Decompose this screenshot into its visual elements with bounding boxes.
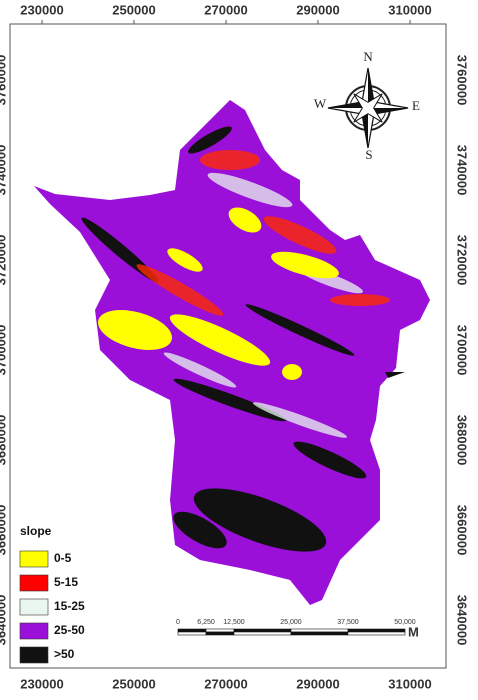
scale-segment — [178, 632, 206, 635]
x-label-bottom: 290000 — [296, 676, 339, 691]
legend-label: 15-25 — [54, 599, 85, 613]
scale-segment — [291, 629, 348, 632]
scale-segment — [348, 632, 405, 635]
scale-segment — [206, 632, 234, 635]
scale-unit: M — [408, 624, 419, 639]
legend-label: 5-15 — [54, 575, 78, 589]
x-label-bottom: 250000 — [112, 676, 155, 691]
x-label-top: 310000 — [388, 2, 431, 17]
scale-label: 12,500 — [223, 619, 245, 626]
legend-swatch — [20, 647, 48, 663]
scale-segment — [178, 629, 206, 632]
y-label-right: 3760000 — [455, 55, 470, 106]
legend-label: 0-5 — [54, 551, 72, 565]
scale-label: 25,000 — [280, 619, 302, 626]
legend-swatch — [20, 575, 48, 591]
scale-segment — [206, 629, 234, 632]
x-label-top: 270000 — [204, 2, 247, 17]
compass-n: N — [363, 49, 373, 64]
compass-s: S — [365, 147, 372, 162]
scale-segment — [234, 632, 291, 635]
compass-e: E — [412, 98, 420, 113]
y-label-right: 3720000 — [455, 235, 470, 286]
y-label-right: 3680000 — [455, 415, 470, 466]
scale-segment — [291, 632, 348, 635]
legend-label: >50 — [54, 647, 75, 661]
scale-label: 0 — [176, 619, 180, 626]
y-label-right: 3640000 — [455, 595, 470, 646]
legend-swatch — [20, 599, 48, 615]
y-label-right: 3740000 — [455, 145, 470, 196]
x-label-bottom: 270000 — [204, 676, 247, 691]
scale-label: 6,250 — [197, 619, 215, 626]
x-label-top: 250000 — [112, 2, 155, 17]
y-label-left: 3680000 — [0, 415, 8, 466]
legend-swatch — [20, 551, 48, 567]
legend-label: 25-50 — [54, 623, 85, 637]
y-label-left: 3640000 — [0, 595, 8, 646]
x-label-bottom: 230000 — [20, 676, 63, 691]
x-label-top: 290000 — [296, 2, 339, 17]
scale-label: 37,500 — [337, 619, 359, 626]
y-label-left: 3740000 — [0, 145, 8, 196]
map-figure: 230000 230000 250000 250000 270000 270000 2900… — [0, 0, 478, 695]
legend-swatch — [20, 623, 48, 639]
y-label-left: 3760000 — [0, 55, 8, 106]
compass-w: W — [314, 96, 327, 111]
y-label-left: 3720000 — [0, 235, 8, 286]
y-label-left: 3660000 — [0, 505, 8, 556]
legend-title: slope — [20, 524, 52, 538]
x-label-top: 230000 — [20, 2, 63, 17]
y-label-left: 3700000 — [0, 325, 8, 376]
x-label-bottom: 310000 — [388, 676, 431, 691]
scale-segment — [348, 629, 405, 632]
y-label-right: 3660000 — [455, 505, 470, 556]
y-label-right: 3700000 — [455, 325, 470, 376]
scale-segment — [234, 629, 291, 632]
